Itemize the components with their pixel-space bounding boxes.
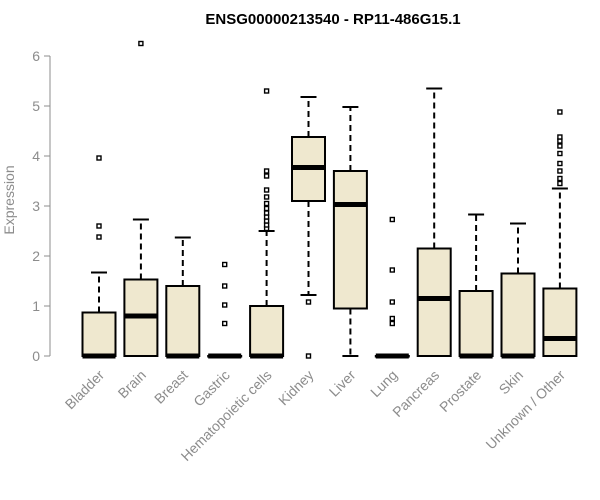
box-iqr <box>458 290 494 357</box>
outlier-point <box>557 150 563 157</box>
outlier-point <box>389 267 395 273</box>
outlier-point <box>389 216 395 223</box>
boxes-layer <box>81 40 578 359</box>
outlier-point <box>557 180 563 187</box>
x-tick-label: Bladder <box>62 367 108 413</box>
outlier-point <box>263 173 270 179</box>
y-tick-label: 5 <box>32 98 40 114</box>
outlier-point <box>221 320 228 327</box>
x-tick-label: Brain <box>115 367 149 401</box>
y-tick-label: 0 <box>32 348 40 364</box>
y-axis-label: Expression <box>1 165 17 234</box>
outlier-point <box>557 160 563 167</box>
box-iqr <box>542 287 578 357</box>
box-lung <box>374 216 410 359</box>
chart-title: ENSG00000213540 - RP11-486G15.1 <box>205 11 460 28</box>
box-brain <box>123 40 159 357</box>
outlier-point <box>557 109 563 115</box>
box-iqr <box>332 170 368 310</box>
box-liver <box>332 106 368 357</box>
outlier-point <box>221 283 228 289</box>
x-tick-label: Lung <box>367 367 400 400</box>
box-prostate <box>458 213 494 359</box>
outlier-point <box>221 261 228 268</box>
y-tick-label: 3 <box>32 198 40 214</box>
box-skin <box>500 222 536 359</box>
box-iqr <box>500 272 536 357</box>
x-tick-label: Pancreas <box>389 367 442 420</box>
outlier-point <box>305 299 312 305</box>
y-axis: 0 1 2 3 4 5 6 <box>32 48 51 364</box>
x-tick-label: Prostate <box>436 367 484 415</box>
outlier-point <box>96 155 102 161</box>
outlier-point <box>389 315 395 322</box>
box-unknown-other <box>542 109 578 357</box>
outlier-point <box>96 223 102 229</box>
outlier-point <box>557 168 563 174</box>
outlier-point <box>389 320 395 327</box>
outlier-point <box>263 194 270 200</box>
outlier-point <box>389 299 395 305</box>
outlier-point <box>263 200 270 207</box>
box-iqr <box>249 305 285 357</box>
box-breast <box>165 236 201 359</box>
outlier-point <box>305 353 312 359</box>
x-tick-label: Liver <box>326 367 359 400</box>
outlier-point <box>263 210 270 216</box>
outlier-point <box>263 88 270 94</box>
outlier-point <box>263 187 270 193</box>
outlier-point <box>138 40 144 47</box>
outlier-point <box>221 302 228 308</box>
box-gastric <box>207 261 243 359</box>
box-iqr <box>165 285 201 357</box>
box-iqr <box>416 247 452 357</box>
y-tick-label: 4 <box>32 148 40 164</box>
outlier-point <box>263 168 270 174</box>
y-tick-label: 1 <box>32 298 40 314</box>
box-bladder <box>81 155 117 359</box>
x-tick-label: Breast <box>151 367 191 407</box>
outlier-point <box>96 234 102 240</box>
box-pancreas <box>416 87 452 357</box>
x-tick-label: Kidney <box>275 367 317 409</box>
x-tick-label: Skin <box>496 367 527 398</box>
x-tick-label: Unknown / Other <box>482 367 568 453</box>
outlier-point <box>263 205 270 212</box>
outlier-point <box>557 175 563 182</box>
box-iqr <box>81 311 117 357</box>
box-kidney <box>291 96 326 359</box>
outlier-point <box>557 143 563 149</box>
outlier-point <box>557 134 563 140</box>
y-tick-label: 2 <box>32 248 40 264</box>
box-hematopoietic-cells <box>249 88 285 359</box>
y-tick-label: 6 <box>32 48 40 64</box>
